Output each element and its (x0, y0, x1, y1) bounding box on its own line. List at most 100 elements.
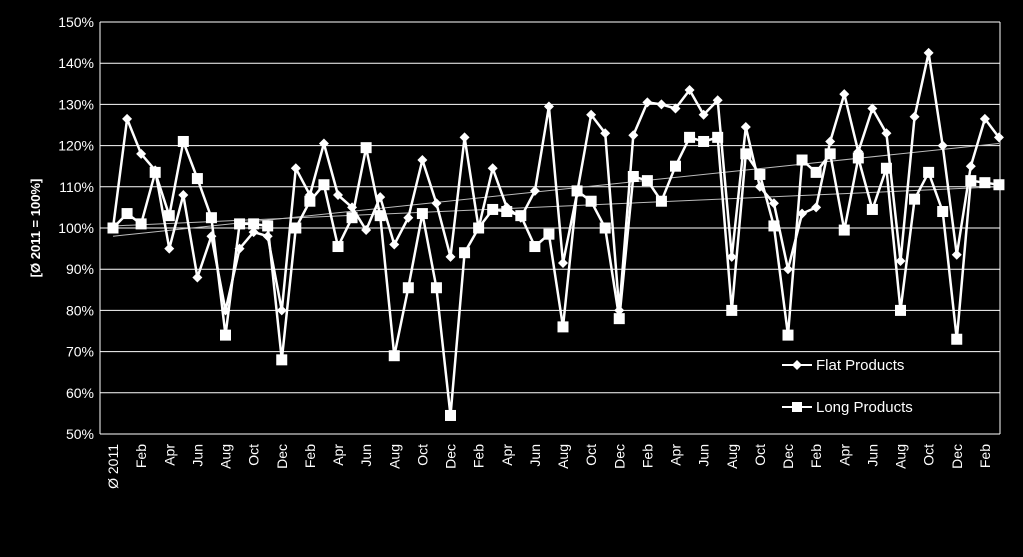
data-point-flat (164, 243, 175, 254)
data-point-long (585, 195, 597, 207)
data-point-long (402, 282, 414, 294)
data-point-long (332, 241, 344, 253)
data-point-flat (178, 190, 189, 201)
data-point-flat (558, 258, 568, 269)
legend-marker-long (792, 402, 802, 412)
data-point-long (220, 329, 231, 341)
x-tick-label: Apr (330, 444, 346, 466)
data-point-flat (529, 185, 540, 196)
x-axis: Ø 2011 Feb Apr Jun Aug Oct Dec Feb Apr Jun Aug Oct D… (105, 444, 993, 489)
data-point-flat (923, 47, 934, 58)
x-tick-label: Feb (302, 444, 318, 468)
data-point-long (768, 220, 780, 232)
x-tick-label: Apr (161, 444, 177, 466)
y-tick-label: 90% (66, 261, 94, 277)
data-point-long (909, 193, 921, 205)
data-point-long (557, 321, 569, 333)
data-point-flat (403, 212, 414, 223)
data-point-flat (740, 122, 751, 133)
x-tick-label: Feb (133, 444, 149, 468)
data-point-long (234, 218, 246, 230)
data-point-flat (811, 202, 822, 213)
x-tick-label: Feb (977, 444, 993, 468)
data-point-long (655, 195, 667, 207)
y-tick-label: 150% (58, 14, 94, 30)
data-point-long (937, 206, 949, 218)
data-point-flat (712, 95, 723, 106)
x-tick-label: Dec (780, 444, 796, 469)
x-tick-label: Oct (414, 444, 430, 466)
data-point-long (135, 218, 147, 230)
data-point-long (473, 222, 485, 234)
data-point-long (304, 195, 316, 207)
x-tick-label: Jun (189, 444, 205, 467)
data-point-long (951, 333, 963, 345)
data-point-long (163, 210, 175, 222)
data-point-long (613, 313, 625, 325)
y-tick-label: 80% (66, 302, 94, 318)
data-point-long (416, 208, 428, 220)
data-point-flat (825, 136, 836, 147)
data-point-flat (586, 109, 597, 120)
data-point-flat (290, 163, 301, 174)
data-point-flat (797, 208, 808, 219)
data-point-flat (122, 113, 133, 124)
data-point-flat (248, 227, 259, 238)
y-tick-label: 130% (58, 96, 94, 112)
series-line-flat (111, 51, 1000, 312)
data-point-long (754, 168, 766, 180)
data-point-flat (487, 163, 498, 174)
data-point-flat (417, 155, 428, 166)
data-point-flat (979, 113, 990, 124)
x-tick-label: Oct (752, 444, 768, 466)
x-tick-label: Oct (583, 444, 599, 466)
data-point-flat (839, 89, 850, 100)
data-point-flat (993, 132, 1004, 143)
data-point-flat (318, 138, 329, 149)
x-tick-label: Oct (246, 444, 262, 466)
data-point-long (459, 247, 471, 259)
x-tick-label: Aug (724, 444, 740, 469)
data-point-flat (951, 249, 962, 260)
data-point-flat (543, 101, 554, 112)
data-point-flat (965, 161, 976, 172)
data-point-long (824, 148, 836, 160)
y-tick-label: 60% (66, 385, 94, 401)
data-point-flat (276, 305, 287, 316)
data-point-long (599, 222, 611, 234)
data-point-flat (698, 109, 709, 120)
data-point-flat (389, 239, 400, 250)
data-point-flat (361, 225, 372, 236)
data-point-flat (909, 111, 920, 122)
data-point-flat (937, 140, 948, 151)
data-point-long (374, 210, 386, 222)
data-point-long (543, 228, 555, 240)
data-point-flat (431, 198, 442, 209)
x-tick-label: Dec (274, 444, 290, 469)
data-point-flat (445, 251, 456, 262)
x-tick-label: Jun (527, 444, 543, 467)
y-tick-label: 70% (66, 344, 94, 360)
data-point-long (149, 166, 161, 178)
data-point-flat (768, 198, 779, 209)
data-point-long (782, 329, 794, 341)
data-point-long (684, 131, 696, 143)
data-point-flat (895, 255, 906, 266)
data-point-long (360, 142, 372, 154)
data-point-long (191, 173, 203, 185)
legend-marker-flat (792, 360, 802, 370)
data-point-flat (867, 103, 878, 114)
data-point-long (205, 212, 217, 224)
data-point-long (838, 224, 850, 236)
data-point-long (866, 203, 878, 215)
data-point-flat (136, 148, 147, 159)
x-tick-label: Dec (611, 444, 627, 469)
data-point-long (923, 166, 935, 178)
data-point-long (430, 282, 442, 294)
x-tick-label: Feb (471, 444, 487, 468)
data-point-long (796, 154, 808, 166)
x-tick-label: Dec (443, 444, 459, 469)
data-point-long (276, 354, 288, 366)
x-tick-label: Dec (949, 444, 965, 469)
